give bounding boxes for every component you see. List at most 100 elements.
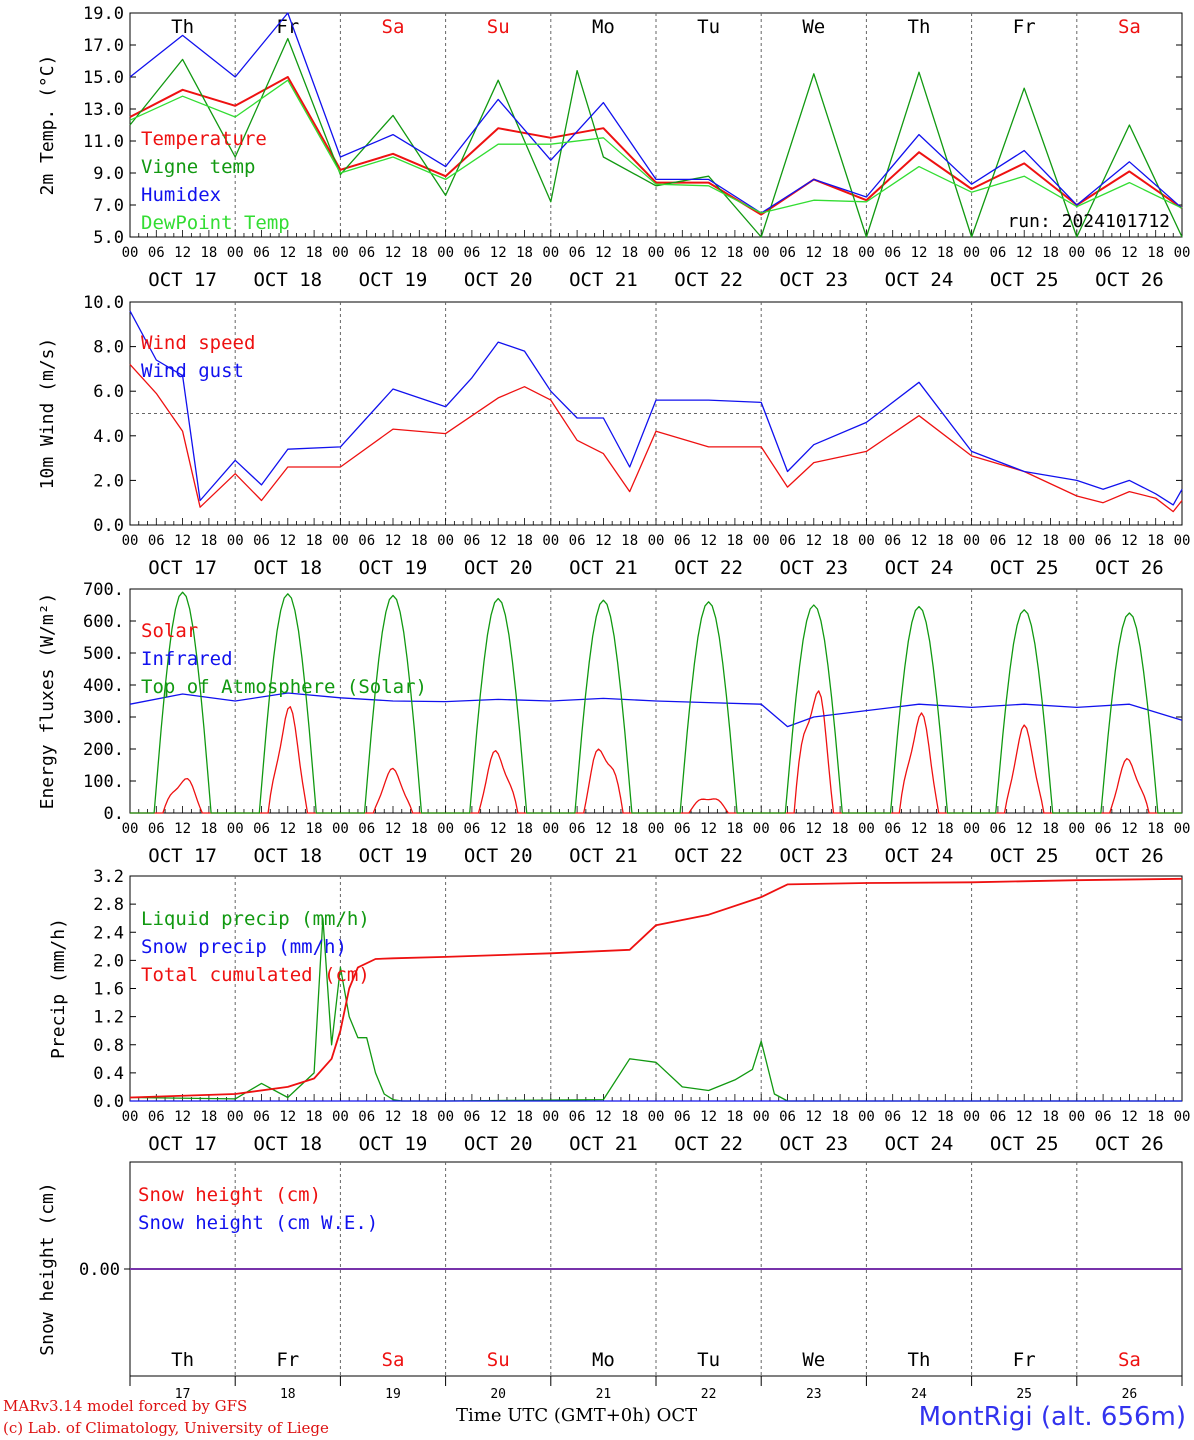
temperature-date-label: OCT 18 xyxy=(253,269,322,291)
wind-hour-tick-label: 00 xyxy=(122,533,139,549)
energy-y-tick-label: 400. xyxy=(83,676,124,696)
energy-y-tick-label: 0. xyxy=(104,804,124,824)
temperature-weekday-label: Sa xyxy=(382,16,405,38)
energy-date-label: OCT 22 xyxy=(674,845,743,867)
wind-hour-tick-label: 00 xyxy=(858,533,875,549)
wind-hour-tick-label: 18 xyxy=(516,533,533,549)
wind-date-label: OCT 19 xyxy=(359,557,428,579)
temperature-y-tick-label: 15.0 xyxy=(83,68,124,88)
day-number-label: 22 xyxy=(701,1387,717,1400)
temperature-hour-tick-label: 18 xyxy=(937,245,954,261)
precip-hour-tick-label: 00 xyxy=(858,1109,875,1125)
energy-hour-tick-label: 00 xyxy=(963,821,980,837)
wind-date-label: OCT 22 xyxy=(674,557,743,579)
precip-hour-tick-label: 18 xyxy=(516,1109,533,1125)
temperature-hour-tick-label: 06 xyxy=(569,245,586,261)
precip-hour-tick-label: 12 xyxy=(595,1109,612,1125)
energy-date-label: OCT 25 xyxy=(990,845,1059,867)
snow-weekday-label: Fr xyxy=(276,1349,299,1371)
meteogram: 5.0 7.0 9.0 11.0 13.0 15.0 17.0 19.0 2m Temp. (°… xyxy=(37,4,1190,1400)
temperature-y-tick-label: 7.0 xyxy=(93,196,124,216)
wind-hour-tick-label: 06 xyxy=(148,533,165,549)
temperature-plot-frame xyxy=(129,12,1183,238)
precip-y-tick-label: 2.4 xyxy=(93,923,124,943)
energy-y-tick-label: 700. xyxy=(83,580,124,600)
wind-hour-tick-label: 06 xyxy=(884,533,901,549)
energy-y-tick-label: 600. xyxy=(83,612,124,632)
precip-legend-liquid-precip-mm-h: Liquid precip (mm/h) xyxy=(141,908,370,930)
energy-date-label: OCT 21 xyxy=(569,845,638,867)
precip-hour-tick-label: 06 xyxy=(569,1109,586,1125)
precip-legend-total-cumulated-cm: Total cumulated (cm) xyxy=(141,964,370,986)
precip-hour-tick-label: 18 xyxy=(832,1109,849,1125)
day-number-label: 17 xyxy=(175,1387,191,1400)
energy-date-label: OCT 24 xyxy=(885,845,954,867)
wind-hour-tick-label: 12 xyxy=(490,533,507,549)
energy-hour-tick-label: 18 xyxy=(726,821,743,837)
precip-hour-tick-label: 06 xyxy=(358,1109,375,1125)
precip-series-total-cumulated-cm xyxy=(129,877,1183,1099)
temperature-hour-tick-label: 00 xyxy=(122,245,139,261)
energy-y-tick-label: 100. xyxy=(83,772,124,792)
energy-hour-tick-label: 06 xyxy=(1095,821,1112,837)
temperature-y-tick-label: 11.0 xyxy=(83,132,124,152)
wind-hour-tick-label: 18 xyxy=(1042,533,1059,549)
energy-hour-tick-label: 06 xyxy=(989,821,1006,837)
day-number-label: 26 xyxy=(1122,1387,1138,1400)
wind-y-axis-label: 10m Wind (m/s) xyxy=(37,338,58,490)
temperature-hour-tick-label: 18 xyxy=(200,245,217,261)
precip-hour-tick-label: 12 xyxy=(805,1109,822,1125)
temperature-hour-tick-label: 18 xyxy=(726,245,743,261)
temperature-date-label: OCT 20 xyxy=(464,269,533,291)
wind-hour-tick-label: 12 xyxy=(1016,533,1033,549)
precip-hour-tick-label: 06 xyxy=(463,1109,480,1125)
snow-weekday-label: We xyxy=(802,1349,825,1371)
temperature-hour-tick-label: 00 xyxy=(227,245,244,261)
precip-date-label: OCT 19 xyxy=(359,1133,428,1155)
energy-date-label: OCT 26 xyxy=(1095,845,1164,867)
temperature-hour-tick-label: 06 xyxy=(674,245,691,261)
wind-hour-tick-label: 18 xyxy=(832,533,849,549)
wind-date-label: OCT 18 xyxy=(253,557,322,579)
wind-hour-tick-label: 00 xyxy=(753,533,770,549)
energy-date-label: OCT 19 xyxy=(359,845,428,867)
wind-hour-tick-label: 12 xyxy=(1121,533,1138,549)
energy-date-label: OCT 20 xyxy=(464,845,533,867)
wind-hour-tick-label: 00 xyxy=(648,533,665,549)
temperature-hour-tick-label: 18 xyxy=(516,245,533,261)
precip-date-label: OCT 23 xyxy=(779,1133,848,1155)
wind-hour-tick-label: 00 xyxy=(963,533,980,549)
energy-hour-tick-label: 06 xyxy=(148,821,165,837)
wind-hour-tick-label: 00 xyxy=(542,533,559,549)
precip-hour-tick-label: 06 xyxy=(779,1109,796,1125)
temperature-date-label: OCT 26 xyxy=(1095,269,1164,291)
wind-hour-tick-label: 18 xyxy=(937,533,954,549)
energy-hour-tick-label: 12 xyxy=(279,821,296,837)
day-number-label: 24 xyxy=(911,1387,927,1400)
temperature-weekday-label: Sa xyxy=(1118,16,1141,38)
precip-y-tick-label: 1.2 xyxy=(93,1008,124,1028)
energy-hour-tick-label: 12 xyxy=(385,821,402,837)
temperature-date-label: OCT 17 xyxy=(148,269,217,291)
temperature-legend-humidex: Humidex xyxy=(141,184,221,206)
temperature-weekday-label: We xyxy=(802,16,825,38)
wind-hour-tick-label: 18 xyxy=(411,533,428,549)
wind-date-label: OCT 17 xyxy=(148,557,217,579)
energy-legend-infrared: Infrared xyxy=(141,648,233,670)
wind-hour-tick-label: 00 xyxy=(437,533,454,549)
copyright-credit: (c) Lab. of Climatology, University of L… xyxy=(3,1419,329,1437)
wind-series-wind-speed xyxy=(129,363,1183,513)
snow-weekday-label: Tu xyxy=(697,1349,720,1371)
energy-hour-tick-label: 12 xyxy=(700,821,717,837)
temperature-series-vigne-temp xyxy=(129,37,1183,238)
model-credit: MARv3.14 model forced by GFS xyxy=(3,1397,248,1415)
energy-hour-tick-label: 12 xyxy=(174,821,191,837)
energy-hour-tick-label: 18 xyxy=(306,821,323,837)
precip-date-label: OCT 21 xyxy=(569,1133,638,1155)
precip-hour-tick-label: 06 xyxy=(989,1109,1006,1125)
temperature-hour-tick-label: 00 xyxy=(542,245,559,261)
energy-hour-tick-label: 00 xyxy=(542,821,559,837)
wind-hour-tick-label: 18 xyxy=(306,533,323,549)
energy-hour-tick-label: 12 xyxy=(805,821,822,837)
energy-hour-tick-label: 00 xyxy=(858,821,875,837)
